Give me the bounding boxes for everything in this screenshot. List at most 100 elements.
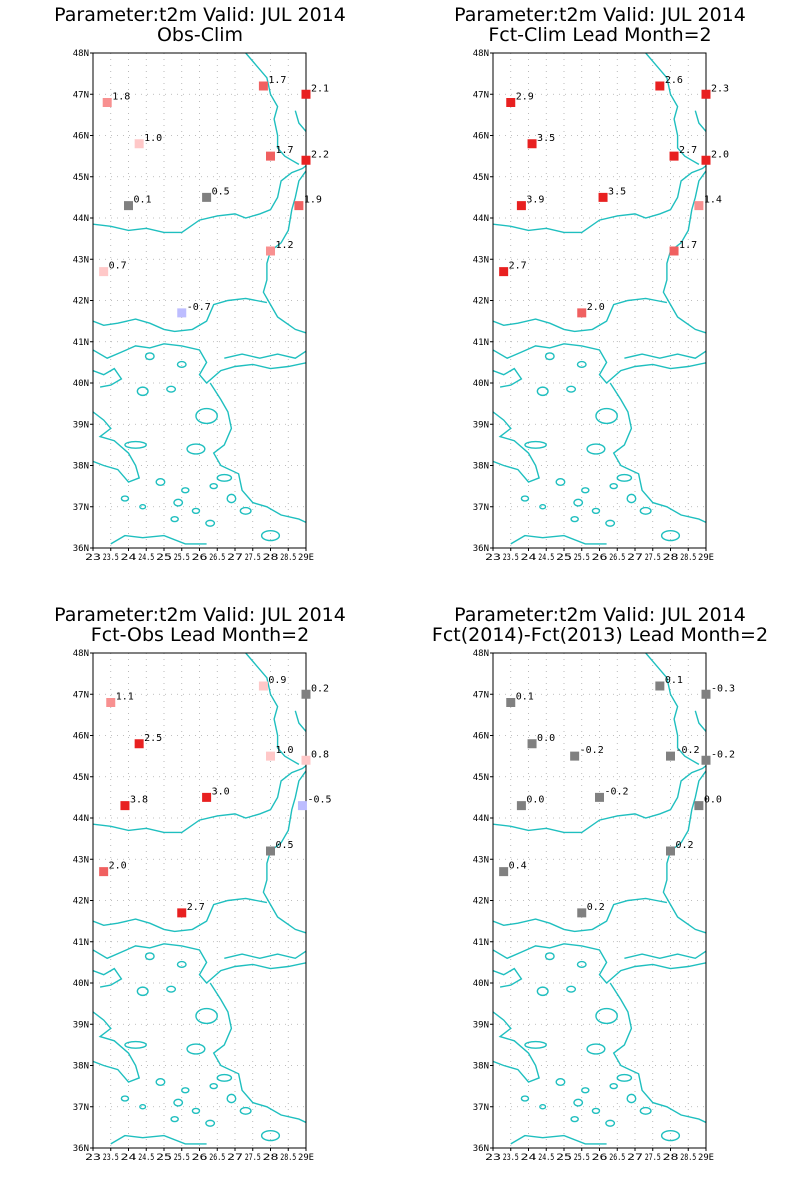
station-value-label: 0.9: [268, 675, 286, 686]
coastline: [662, 169, 706, 334]
station-value-label: 2.6: [665, 75, 683, 86]
station-marker: [177, 908, 187, 918]
station-value-label: 2.0: [109, 861, 127, 872]
island-outline: [566, 985, 577, 993]
y-tick-label: 43N: [73, 255, 89, 265]
y-tick-label: 40N: [73, 379, 89, 389]
station-marker: [202, 792, 212, 802]
y-tick-label: 38N: [473, 1062, 489, 1072]
x-tick-label: 24: [121, 1153, 137, 1163]
x-tick-label: 24.5: [138, 553, 154, 563]
x-tick-label: 24.5: [138, 1153, 154, 1163]
coastline: [93, 164, 306, 234]
y-tick-label: 36N: [73, 544, 89, 554]
coastline: [493, 411, 540, 483]
coastline: [493, 967, 523, 988]
x-tick-label: 27: [627, 553, 643, 563]
x-tick-label: 26.5: [609, 1153, 625, 1163]
y-tick-label: 44N: [73, 814, 89, 824]
station-value-label: 2.9: [516, 92, 534, 103]
island-outline: [605, 1119, 616, 1127]
station-value-label: -0.2: [676, 745, 700, 756]
station-marker: [669, 246, 679, 256]
island-outline: [639, 1106, 652, 1115]
y-tick-label: 45N: [73, 173, 89, 183]
island-outline: [136, 386, 149, 397]
station-value-label: -0.2: [605, 786, 629, 797]
station-value-label: -0.2: [580, 745, 604, 756]
coastline: [493, 897, 668, 933]
station-marker: [499, 867, 509, 877]
x-tick-label: 25.5: [174, 553, 190, 563]
y-tick-label: 43N: [73, 855, 89, 865]
island-outline: [176, 960, 187, 969]
x-tick-label: 27.5: [245, 553, 261, 563]
island-outline: [176, 360, 187, 369]
y-tick-label: 40N: [473, 379, 489, 389]
station-marker: [701, 689, 711, 699]
station-marker: [570, 751, 580, 761]
station-value-label: 1.2: [276, 240, 294, 251]
station-value-label: 1.7: [276, 145, 294, 156]
y-tick-label: 36N: [473, 1144, 489, 1154]
station-marker: [577, 308, 587, 318]
island-outline: [576, 960, 587, 969]
station-marker: [266, 151, 275, 161]
station-value-label: 0.1: [516, 692, 534, 703]
island-outline: [595, 407, 618, 425]
coastline: [624, 950, 706, 960]
coastline: [493, 367, 523, 388]
station-value-label: 1.4: [704, 195, 722, 206]
station-value-label: 3.5: [608, 186, 626, 197]
island-outline: [191, 1107, 201, 1115]
x-tick-label: 26: [192, 553, 208, 563]
coastline: [93, 297, 268, 333]
y-tick-label: 37N: [473, 1103, 489, 1113]
station-value-label: 0.5: [276, 840, 294, 851]
coastline: [93, 764, 306, 834]
island-outline: [573, 1098, 584, 1107]
station-value-label: 1.0: [276, 745, 294, 756]
station-marker: [701, 155, 711, 165]
station-marker: [266, 246, 275, 256]
y-tick-label: 46N: [473, 732, 489, 742]
island-outline: [124, 1040, 147, 1049]
island-outline: [144, 952, 155, 961]
station-value-label: 2.0: [587, 302, 605, 313]
island-outline: [186, 1043, 206, 1055]
coastline: [245, 53, 300, 166]
station-marker: [701, 89, 711, 99]
x-tick-label: 26: [592, 553, 608, 563]
station-value-label: 1.7: [268, 75, 286, 86]
station-value-label: 3.0: [212, 786, 230, 797]
station-value-label: 1.8: [112, 92, 130, 103]
y-tick-label: 45N: [473, 773, 489, 783]
coastline: [493, 297, 668, 333]
y-tick-label: 47N: [473, 690, 489, 700]
y-tick-label: 36N: [73, 1144, 89, 1154]
x-tick-label: 23.5: [103, 1153, 119, 1163]
x-tick-label: 26: [592, 1153, 608, 1163]
coastline: [262, 169, 306, 334]
y-tick-label: 42N: [473, 897, 489, 907]
island-outline: [544, 352, 555, 361]
station-marker: [666, 751, 675, 761]
x-tick-label: 28: [663, 553, 679, 563]
y-tick-label: 47N: [473, 90, 489, 100]
x-tick-label: 29E: [698, 553, 714, 563]
station-marker: [99, 867, 109, 877]
coastline: [694, 710, 706, 735]
x-tick-label: 27.5: [645, 553, 661, 563]
station-value-label: 2.7: [187, 902, 205, 913]
island-outline: [239, 1106, 252, 1115]
x-tick-label: 23: [485, 553, 501, 563]
island-outline: [173, 498, 184, 507]
y-tick-label: 37N: [73, 503, 89, 513]
y-tick-label: 43N: [473, 255, 489, 265]
island-outline: [139, 503, 147, 510]
y-tick-label: 44N: [73, 214, 89, 224]
coastline: [93, 1011, 141, 1083]
y-tick-label: 37N: [473, 503, 489, 513]
station-marker: [266, 751, 275, 761]
